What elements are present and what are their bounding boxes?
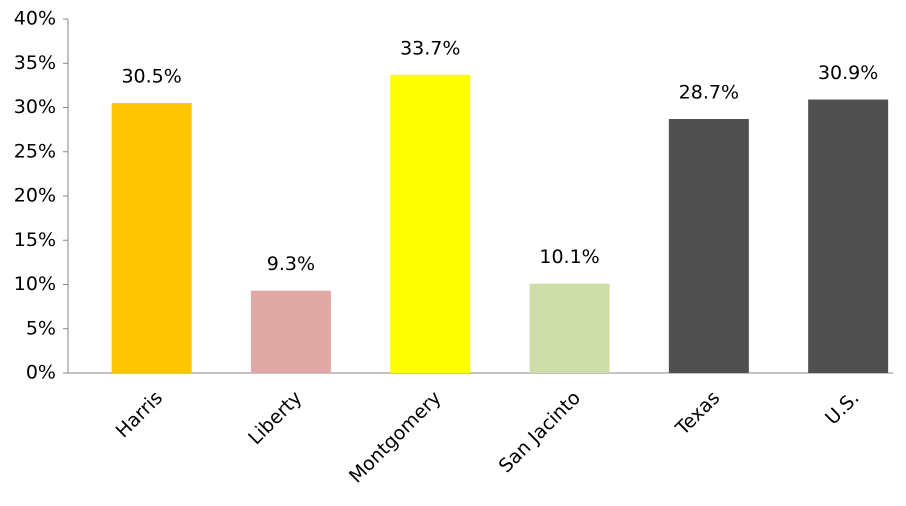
y-tick-label: 35% [14, 52, 56, 74]
y-tick-label: 10% [14, 273, 56, 295]
bar [111, 103, 192, 373]
x-tick-label: U.S. [821, 387, 863, 429]
value-label: 30.5% [121, 66, 181, 88]
value-label: 28.7% [679, 82, 739, 104]
x-tick-label: Liberty [244, 387, 306, 449]
x-tick-label: Montgomery [345, 387, 446, 488]
bar [668, 119, 749, 373]
value-label: 30.9% [818, 62, 878, 84]
bar [529, 283, 610, 373]
y-tick-label: 20% [14, 185, 56, 207]
y-tick-label: 30% [14, 96, 56, 118]
x-tick-label: Texas [671, 387, 724, 440]
y-tick-label: 40% [14, 8, 56, 30]
bar [390, 74, 471, 373]
y-tick-label: 15% [14, 229, 56, 251]
value-label: 9.3% [267, 253, 315, 275]
bar [808, 99, 889, 373]
y-tick-label: 0% [26, 362, 56, 384]
bar [250, 290, 331, 373]
x-tick-label: Harris [112, 387, 167, 442]
value-label: 10.1% [539, 246, 599, 268]
y-tick-label: 5% [26, 317, 56, 339]
x-tick-label: San Jacinto [495, 387, 585, 477]
value-label: 33.7% [400, 37, 460, 59]
y-tick-label: 25% [14, 140, 56, 162]
